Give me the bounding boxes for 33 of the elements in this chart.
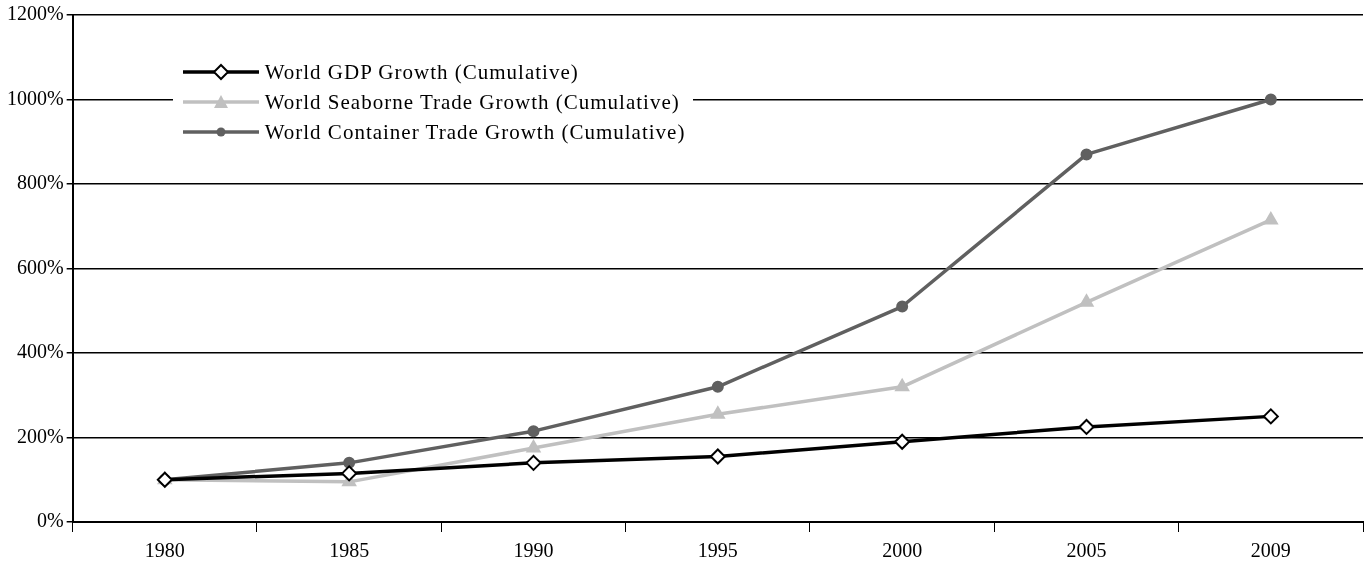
x-tick-label: 1980 [144,539,185,562]
point [1263,211,1278,225]
point [711,380,724,393]
y-tick-label: 200% [16,424,64,447]
point [341,465,358,482]
point [526,440,541,453]
legend-label: World Container Trade Growth (Cumulative) [264,119,686,145]
point [1079,294,1094,307]
y-tick-label: 1000% [6,86,64,109]
point [527,425,540,438]
y-tick-label: 800% [16,171,64,194]
y-tick-label: 0% [36,509,64,532]
y-tick-label: 600% [16,255,64,278]
point [1080,148,1093,161]
x-tick-label: 2009 [1250,539,1291,562]
point [894,433,911,450]
x-tick-label: 1990 [513,539,554,562]
legend-label: World Seaborne Trade Growth (Cumulative) [264,89,680,115]
x-tick-label: 1995 [697,539,738,562]
point [710,406,725,419]
legend-label: World GDP Growth (Cumulative) [264,59,579,85]
x-tick-label: 1985 [329,539,370,562]
point [895,378,910,392]
y-tick-label: 400% [16,340,64,363]
point [525,454,542,471]
x-tick-label: 2000 [882,539,923,562]
point [896,300,909,313]
point [1264,93,1277,106]
point [1262,408,1279,425]
y-tick-label: 1200% [6,2,64,25]
x-tick-label: 2005 [1066,539,1107,562]
point [1078,418,1095,435]
point [709,448,726,465]
